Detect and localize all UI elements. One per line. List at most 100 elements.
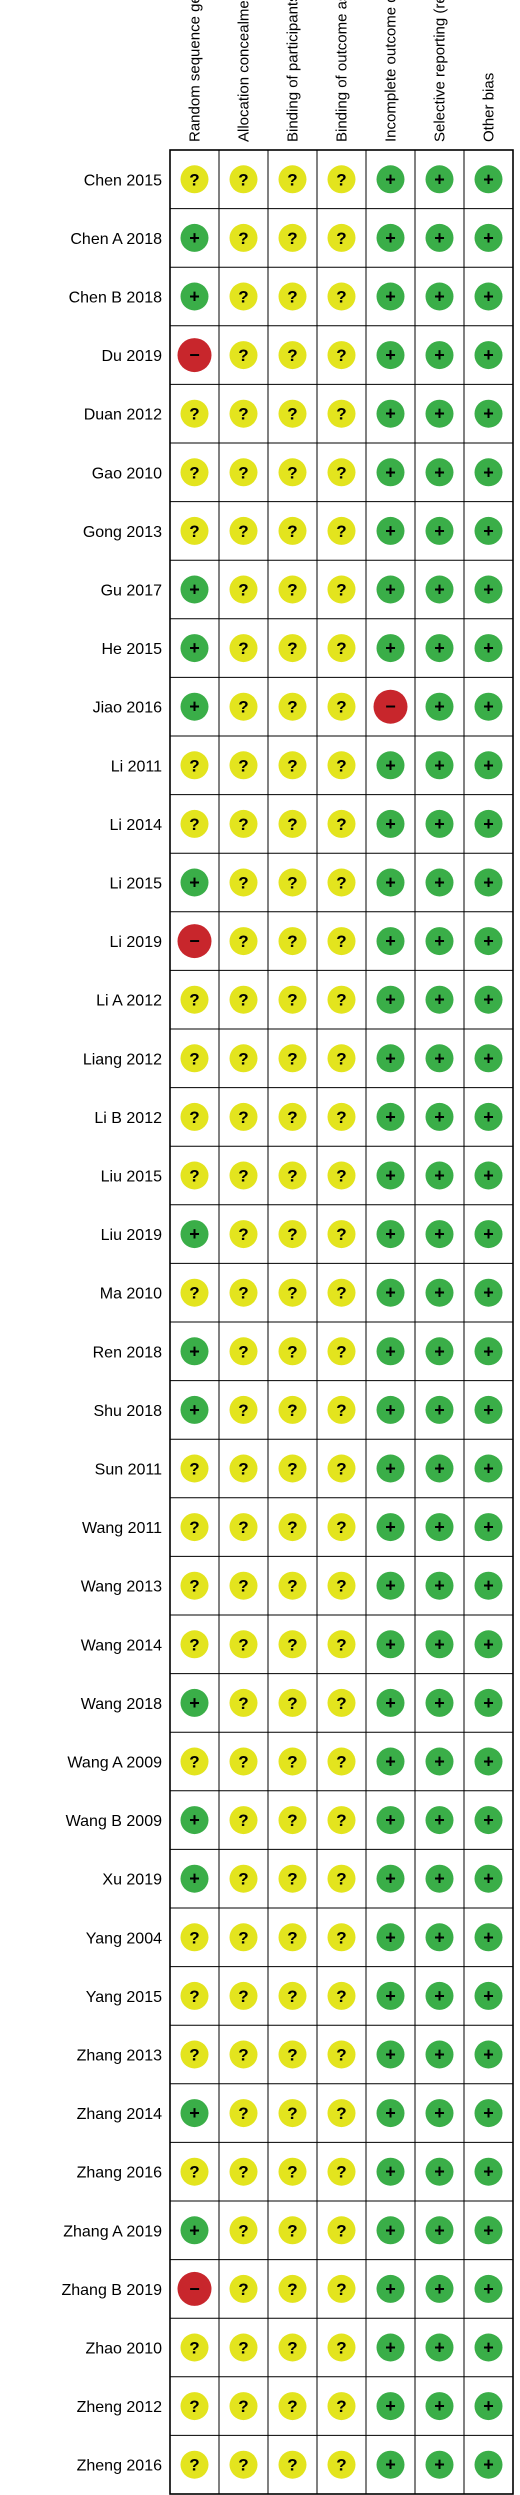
rating-symbol: + [385,1869,396,1889]
rating-symbol: ? [238,2221,248,2240]
rating-symbol: ? [238,522,248,541]
rating-symbol: ? [336,1753,346,1772]
rating-symbol: ? [336,1225,346,1244]
rating-mark-low: + [180,1806,209,1835]
rating-mark-unclear: ? [327,1688,356,1717]
rating-mark-low: + [376,1630,405,1659]
rating-mark-unclear: ? [327,223,356,252]
study-label: Zhang 2013 [77,2048,163,2065]
rating-symbol: ? [189,1167,199,1186]
rating-circle [376,2392,405,2421]
rating-circle [474,1044,503,1073]
rating-mark-low: + [474,1571,503,1600]
rating-circle [327,1278,356,1307]
study-label: Gong 2013 [83,524,162,541]
rating-circle [425,1337,454,1366]
rating-circle [180,399,209,428]
rating-mark-unclear: ? [229,165,258,194]
rating-mark-unclear: ? [278,2040,307,2069]
rating-circle [376,1337,405,1366]
rating-circle [327,2392,356,2421]
rating-circle [327,1337,356,1366]
rating-circle [229,2274,258,2303]
rating-circle [327,2333,356,2362]
rating-symbol: + [483,1341,494,1361]
rating-mark-unclear: ? [229,2450,258,2479]
rating-symbol: ? [287,2104,297,2123]
rating-circle [177,2271,212,2306]
rating-circle [376,1102,405,1131]
rating-circle [425,634,454,663]
rating-mark-unclear: ? [229,1102,258,1131]
rating-mark-low: + [376,868,405,897]
rating-mark-unclear: ? [229,516,258,545]
rating-symbol: ? [287,2046,297,2065]
rating-mark-low: + [180,1220,209,1249]
rating-circle [425,575,454,604]
rating-symbol: + [434,2103,445,2123]
rating-circle [425,1395,454,1424]
rating-circle [180,1395,209,1424]
rating-mark-low: + [474,2274,503,2303]
rating-symbol: + [483,931,494,951]
rating-mark-low: + [376,1395,405,1424]
rating-symbol: + [189,1810,200,1830]
rating-symbol: + [385,2279,396,2299]
rating-circle [474,809,503,838]
rating-symbol: ? [336,1694,346,1713]
rating-symbol: ? [336,1049,346,1068]
rating-circle [474,751,503,780]
rating-symbol: + [483,638,494,658]
study-labels: Chen 2015 Chen A 2018 Chen B 2018 Du 2019 Du… [61,172,162,2474]
rating-symbol: ? [336,170,346,189]
rating-symbol: + [483,1224,494,1244]
rating-mark-low: + [425,458,454,487]
rating-symbol: ? [336,229,346,248]
rating-circle [425,809,454,838]
rating-mark-unclear: ? [180,1571,209,1600]
study-label: Chen 2015 [84,172,162,189]
rating-mark-low: + [180,692,209,721]
rating-circle [425,1630,454,1659]
rating-mark-low: + [376,809,405,838]
rating-mark-low: + [474,1220,503,1249]
rating-circle [180,634,209,663]
rating-mark-low: + [376,1337,405,1366]
rating-symbol: ? [189,1108,199,1127]
rating-circle [474,1102,503,1131]
study-label: Chen A 2018 [70,231,162,248]
rating-mark-high: − [177,2271,212,2306]
rating-circle [474,1454,503,1483]
rating-symbol: ? [336,522,346,541]
rating-circle [474,516,503,545]
rating-mark-unclear: ? [278,1454,307,1483]
rating-symbol: + [434,1927,445,1947]
rating-symbol: ? [336,2046,346,2065]
rating-symbol: + [434,228,445,248]
rating-symbol: ? [287,2397,297,2416]
rating-mark-unclear: ? [327,2333,356,2362]
rating-circle [327,341,356,370]
rating-symbol: + [483,1517,494,1537]
rating-symbol: ? [189,405,199,424]
rating-circle [180,1220,209,1249]
rating-circle [278,2392,307,2421]
rating-circle [180,1923,209,1952]
rating-mark-unclear: ? [278,223,307,252]
rating-mark-unclear: ? [180,1044,209,1073]
rating-mark-low: + [376,1220,405,1249]
rating-mark-unclear: ? [327,1337,356,1366]
rating-symbol: ? [287,698,297,717]
rating-symbol: + [483,1693,494,1713]
rating-mark-low: + [425,985,454,1014]
rating-symbol: + [434,1166,445,1186]
domain-label: Incomplete outcome data (attrition bias) [383,0,400,142]
rating-circle [180,1337,209,1366]
rating-mark-unclear: ? [278,2450,307,2479]
rating-symbol: ? [238,1342,248,1361]
rating-mark-low: + [474,2333,503,2362]
rating-circle [278,282,307,311]
rating-circle [278,516,307,545]
rating-circle [376,2450,405,2479]
rating-mark-unclear: ? [180,458,209,487]
